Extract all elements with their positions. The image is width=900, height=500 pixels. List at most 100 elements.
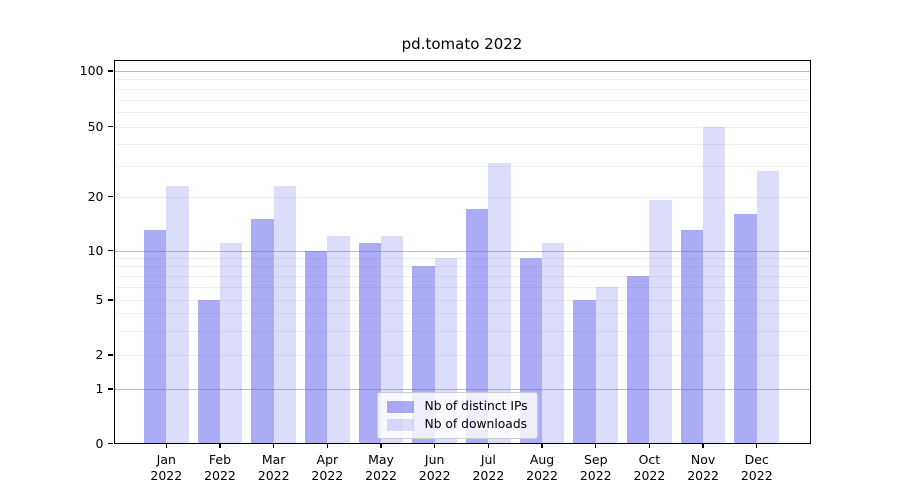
- x-tick-label-sep: Sep 2022: [566, 452, 626, 484]
- gridline-minor-30: [113, 165, 811, 167]
- bar-distinct-ips-oct: [627, 275, 650, 444]
- y-tick-0: [108, 442, 113, 445]
- bar-distinct-ips-jan: [143, 230, 167, 444]
- x-tick-year: 2022: [204, 467, 236, 483]
- x-tick-year: 2022: [311, 467, 344, 483]
- x-tick-label-jan: Jan 2022: [136, 452, 196, 484]
- gridline-minor-60: [113, 111, 811, 113]
- bar-distinct-ips-nov: [680, 230, 704, 444]
- gridline-major-1: [113, 389, 811, 390]
- x-tick-jun: [434, 443, 436, 448]
- x-tick-aug: [541, 443, 543, 448]
- gridline-minor-2: [113, 355, 811, 356]
- gridline-minor-8: [113, 266, 811, 268]
- bar-distinct-ips-sep: [573, 300, 596, 444]
- y-tick-label-5: 5: [95, 292, 104, 307]
- gridline-major-10: [113, 250, 811, 252]
- gridline-minor-70: [113, 99, 811, 101]
- x-tick-month: Oct: [638, 451, 661, 467]
- gridline-minor-5: [113, 300, 811, 301]
- x-tick-year: 2022: [365, 467, 397, 483]
- y-tick-50: [108, 125, 113, 128]
- y-tick-label-50: 50: [87, 118, 104, 134]
- y-tick-20: [108, 195, 113, 198]
- x-tick-month: Feb: [208, 451, 232, 467]
- bar-downloads-dec: [756, 170, 780, 444]
- x-tick-label-aug: Aug 2022: [512, 452, 572, 484]
- x-tick-month: Dec: [744, 451, 769, 467]
- y-tick-100: [108, 70, 113, 72]
- x-tick-label-apr: Apr 2022: [297, 452, 357, 484]
- legend-row-downloads: Nb of downloads: [386, 417, 528, 432]
- y-tick-10: [108, 249, 113, 252]
- bar-distinct-ips-dec: [734, 213, 757, 444]
- x-tick-mar: [272, 443, 275, 448]
- gridline-minor-4: [113, 313, 811, 315]
- x-tick-month: Sep: [583, 451, 608, 467]
- x-tick-year: 2022: [526, 467, 558, 483]
- bar-downloads-aug: [542, 243, 565, 444]
- legend-row-distinct-ips: Nb of distinct IPs: [386, 399, 528, 414]
- x-tick-month: May: [368, 451, 394, 467]
- legend-label-downloads: Nb of downloads: [424, 417, 528, 431]
- x-tick-month: Aug: [529, 451, 555, 467]
- y-tick-label-0: 0: [95, 435, 104, 451]
- gridline-minor-6: [113, 286, 811, 288]
- y-tick-5: [108, 299, 113, 301]
- y-tick-1: [108, 388, 113, 390]
- legend-label-distinct-ips: Nb of distinct IPs: [424, 399, 528, 413]
- gridline-minor-9: [113, 258, 811, 260]
- x-tick-feb: [219, 443, 221, 448]
- x-tick-year: 2022: [740, 467, 773, 483]
- x-tick-jan: [165, 443, 167, 448]
- x-tick-nov: [702, 443, 704, 448]
- x-tick-year: 2022: [472, 467, 505, 483]
- bar-distinct-ips-jul: [465, 209, 489, 444]
- x-tick-label-jun: Jun 2022: [405, 452, 465, 484]
- x-tick-month: Mar: [261, 451, 286, 467]
- bar-distinct-ips-feb: [197, 300, 220, 444]
- gridline-minor-80: [113, 88, 811, 90]
- x-tick-year: 2022: [633, 467, 666, 483]
- x-tick-label-oct: Oct 2022: [619, 452, 679, 484]
- plot-area: Nb of distinct IPs Nb of downloads Jan 20…: [80, 60, 811, 483]
- x-tick-may: [380, 443, 382, 448]
- bar-distinct-ips-apr: [304, 250, 328, 444]
- bar-downloads-sep: [595, 286, 619, 444]
- y-tick-label-1: 1: [95, 381, 104, 396]
- x-tick-label-nov: Nov 2022: [673, 452, 733, 484]
- x-tick-dec: [756, 443, 758, 448]
- chart-title: pd.tomato 2022: [401, 35, 523, 53]
- bar-downloads-oct: [649, 200, 672, 444]
- x-tick-apr: [326, 443, 329, 448]
- y-tick-2: [108, 354, 113, 356]
- x-tick-year: 2022: [257, 467, 290, 483]
- legend-swatch-downloads: [386, 418, 414, 431]
- x-tick-oct: [648, 443, 651, 448]
- x-tick-jul: [487, 443, 490, 448]
- x-tick-label-dec: Dec 2022: [727, 452, 787, 484]
- y-tick-label-20: 20: [87, 188, 104, 204]
- x-tick-year: 2022: [150, 467, 183, 483]
- gridline-minor-40: [113, 143, 811, 145]
- x-tick-month: Apr: [316, 451, 339, 467]
- x-tick-label-feb: Feb 2022: [190, 452, 250, 484]
- legend: Nb of distinct IPs Nb of downloads: [376, 392, 538, 439]
- bar-downloads-apr: [327, 236, 350, 444]
- gridline-minor-7: [113, 275, 811, 277]
- x-tick-month: Jun: [424, 451, 445, 467]
- x-tick-month: Jul: [480, 451, 496, 467]
- x-tick-year: 2022: [687, 467, 719, 483]
- x-tick-year: 2022: [579, 467, 612, 483]
- bar-distinct-ips-mar: [251, 218, 274, 444]
- y-tick-label-100: 100: [79, 63, 104, 78]
- x-tick-label-may: May 2022: [351, 452, 411, 484]
- bar-downloads-mar: [273, 185, 297, 444]
- gridline-major-100: [113, 71, 811, 72]
- legend-swatch-distinct-ips: [386, 400, 414, 413]
- x-tick-month: Nov: [690, 451, 716, 467]
- x-tick-sep: [595, 443, 597, 448]
- x-tick-label-mar: Mar 2022: [244, 452, 304, 484]
- bar-downloads-nov: [703, 126, 726, 444]
